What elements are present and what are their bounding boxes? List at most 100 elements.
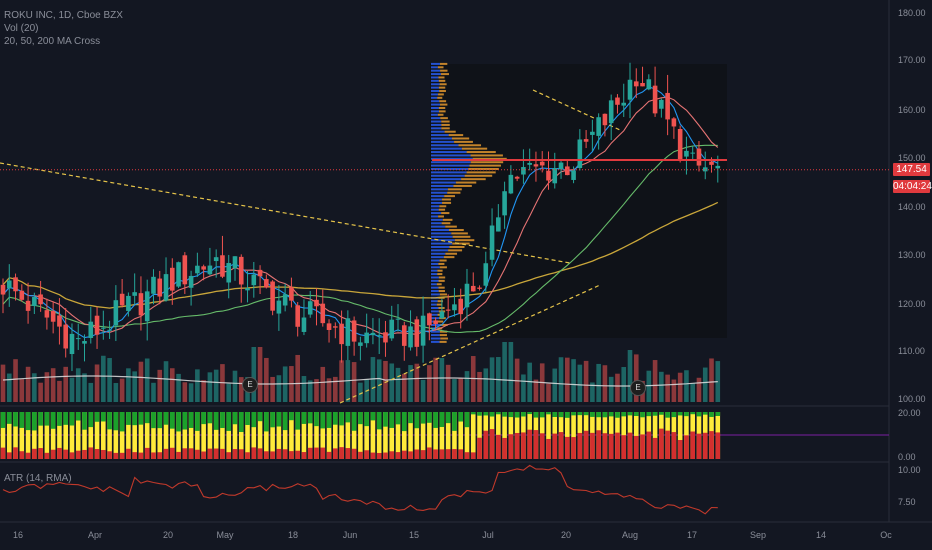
volume-profile-up bbox=[431, 123, 442, 126]
volume-profile-up bbox=[431, 259, 440, 262]
oscillator-bar-yellow bbox=[69, 412, 75, 459]
candle-body bbox=[608, 100, 614, 124]
oscillator-bar-yellow bbox=[38, 412, 43, 459]
symbol-legend[interactable]: ROKU INC, 1D, Cboe BZX bbox=[4, 10, 123, 21]
earnings-marker[interactable]: E bbox=[242, 377, 258, 393]
oscillator-bar-green bbox=[113, 412, 119, 431]
time-tick: 20 bbox=[560, 530, 572, 540]
oscillator-bar-red bbox=[696, 433, 702, 459]
volume-profile-up bbox=[431, 147, 462, 150]
time-tick: Jul bbox=[482, 530, 494, 540]
time-tick: 17 bbox=[686, 530, 698, 540]
oscillator-bar-red bbox=[690, 431, 695, 459]
oscillator-bar-green bbox=[370, 412, 376, 421]
oscillator-bar-red bbox=[232, 449, 238, 459]
ma-cross-legend[interactable]: 20, 50, 200 MA Cross bbox=[4, 36, 101, 47]
volume-bar bbox=[157, 369, 163, 402]
volume-profile-up bbox=[431, 215, 439, 218]
oscillator-bar-green bbox=[521, 412, 526, 417]
volume-profile-up bbox=[431, 167, 469, 170]
candle-body bbox=[433, 320, 438, 324]
volume-bar bbox=[376, 359, 382, 402]
candle-body bbox=[25, 300, 31, 311]
volume-bar bbox=[326, 378, 332, 402]
candle-body bbox=[320, 303, 326, 324]
oscillator-bar-green bbox=[232, 412, 238, 425]
candle-body bbox=[458, 298, 464, 315]
oscillator-bar-green bbox=[339, 412, 344, 426]
volume-legend[interactable]: Vol (20) bbox=[4, 23, 39, 34]
volume-bar bbox=[483, 368, 489, 402]
volume-profile-down bbox=[439, 62, 448, 65]
oscillator-bar-red bbox=[590, 432, 595, 459]
oscillator-bar-red bbox=[414, 449, 420, 459]
volume-bar bbox=[119, 378, 125, 402]
oscillator-bar-green bbox=[195, 412, 200, 431]
oscillator-bar-red bbox=[107, 451, 112, 459]
oscillator-bar-yellow bbox=[126, 412, 131, 459]
oscillator-bar-green bbox=[176, 412, 181, 432]
volume-profile-up bbox=[431, 205, 440, 208]
volume-profile-down bbox=[439, 340, 447, 343]
oscillator-bar-red bbox=[326, 451, 332, 459]
oscillator-bar-red bbox=[182, 448, 188, 459]
oscillator-bar-yellow bbox=[314, 412, 319, 459]
candle-body bbox=[13, 277, 18, 292]
candle-body bbox=[383, 332, 388, 343]
volume-bar bbox=[558, 357, 564, 402]
earnings-marker[interactable]: E bbox=[630, 380, 646, 396]
atr-line bbox=[2, 464, 718, 515]
volume-profile-down bbox=[470, 161, 504, 164]
oscillator-bar-green bbox=[364, 412, 369, 427]
oscillator-bar-green bbox=[652, 412, 658, 416]
volume-bar bbox=[75, 368, 81, 402]
candle-body bbox=[69, 333, 75, 355]
volume-profile-up bbox=[431, 218, 443, 221]
volume-profile-up bbox=[431, 283, 437, 286]
oscillator-bar-green bbox=[69, 412, 75, 426]
candle-body bbox=[94, 315, 100, 335]
volume-profile-down bbox=[438, 79, 446, 82]
candle-body bbox=[677, 128, 683, 161]
candle-body bbox=[420, 315, 426, 346]
volume-bar bbox=[226, 383, 232, 402]
candle-body bbox=[571, 170, 576, 180]
oscillator-bar-red bbox=[94, 448, 100, 459]
oscillator-bar-green bbox=[489, 412, 495, 417]
volume-profile-up bbox=[431, 195, 445, 198]
volume-profile-down bbox=[440, 69, 448, 72]
volume-profile-up bbox=[431, 106, 439, 109]
oscillator-bar-yellow bbox=[565, 412, 570, 459]
oscillator-bar-red bbox=[652, 437, 658, 459]
oscillator-bar-green bbox=[696, 412, 702, 417]
candle-body bbox=[238, 256, 244, 285]
oscillator-bar-yellow bbox=[339, 412, 344, 459]
volume-bar bbox=[44, 372, 50, 402]
volume-bar bbox=[126, 368, 131, 402]
oscillator-bar-red bbox=[627, 432, 633, 459]
volume-profile-up bbox=[431, 256, 444, 259]
oscillator-bar-red bbox=[483, 430, 489, 459]
volume-bar bbox=[0, 364, 6, 402]
volume-profile-up bbox=[431, 306, 439, 309]
oscillator-bar-red bbox=[633, 435, 639, 459]
oscillator-bar-yellow bbox=[144, 412, 150, 459]
oscillator-bar-green bbox=[182, 412, 188, 430]
volume-profile-up bbox=[431, 113, 438, 116]
volume-profile-down bbox=[448, 134, 464, 137]
oscillator-bar-green bbox=[596, 412, 601, 418]
candle-body bbox=[646, 79, 652, 90]
oscillator-bar-green bbox=[19, 412, 25, 428]
candle-body bbox=[464, 283, 470, 308]
candle-body bbox=[182, 255, 188, 285]
volume-profile-up bbox=[431, 188, 448, 191]
volume-profile-down bbox=[436, 283, 442, 286]
atr-legend[interactable]: ATR (14, RMA) bbox=[4, 473, 72, 484]
volume-bar bbox=[709, 358, 714, 402]
candle-body bbox=[295, 305, 300, 327]
oscillator-bar-green bbox=[496, 412, 501, 415]
candle-body bbox=[326, 323, 332, 330]
candle-body bbox=[514, 176, 520, 179]
oscillator-bar-red bbox=[282, 449, 288, 459]
